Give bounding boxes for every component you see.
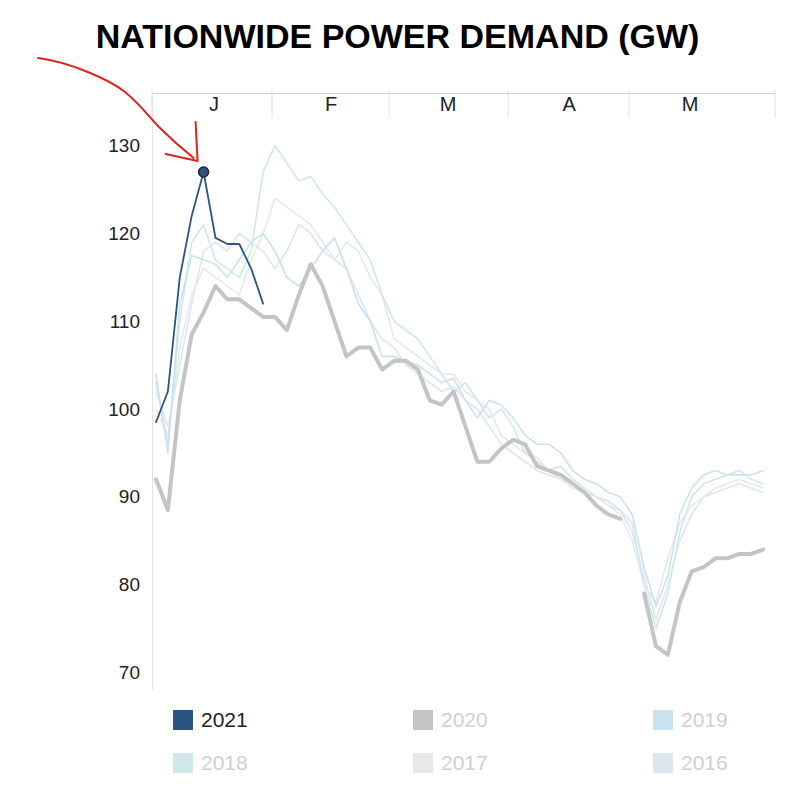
y-tick: 110 bbox=[110, 311, 152, 332]
y-axis-line bbox=[152, 94, 153, 691]
legend-swatch bbox=[653, 710, 673, 730]
legend-swatch bbox=[413, 710, 433, 730]
legend-item: 2021 bbox=[173, 708, 248, 731]
x-tick: F bbox=[325, 93, 337, 115]
legend-swatch bbox=[653, 753, 673, 773]
x-tick-label: J bbox=[209, 93, 219, 115]
month-header bbox=[152, 90, 775, 118]
x-tick: J bbox=[209, 93, 219, 115]
legend-swatch bbox=[413, 753, 433, 773]
x-tick-label: M bbox=[682, 93, 699, 115]
x-tick-label: M bbox=[440, 93, 457, 115]
month-separator bbox=[389, 90, 390, 118]
y-tick-label: 70 bbox=[119, 662, 140, 683]
y-tick: 100 bbox=[108, 399, 152, 420]
series-line bbox=[156, 225, 763, 620]
annotation-arrow bbox=[38, 58, 198, 161]
legend-label: 2020 bbox=[441, 708, 488, 731]
legend-item: 2020 bbox=[413, 708, 488, 731]
arrow-shaft bbox=[38, 58, 194, 158]
y-tick-label: 90 bbox=[119, 486, 140, 507]
legend-label: 2019 bbox=[681, 708, 728, 731]
plot-area bbox=[156, 146, 763, 655]
legend-swatch bbox=[173, 753, 193, 773]
y-tick-label: 100 bbox=[108, 399, 140, 420]
series-line bbox=[156, 233, 763, 606]
series-line bbox=[156, 172, 263, 422]
legend: 2021 2020 2019 2018 2017 2016 bbox=[173, 708, 728, 774]
legend-item: 2018 bbox=[173, 751, 248, 774]
y-tick-label: 110 bbox=[110, 311, 140, 332]
y-tick: 70 bbox=[119, 662, 152, 683]
legend-label: 2017 bbox=[441, 751, 488, 774]
month-separator bbox=[508, 90, 509, 118]
y-tick: 120 bbox=[108, 223, 152, 244]
legend-swatch bbox=[173, 710, 193, 730]
x-tick: M bbox=[440, 93, 457, 115]
y-tick-label: 80 bbox=[119, 574, 140, 595]
month-separator bbox=[629, 90, 630, 118]
y-tick-label: 120 bbox=[108, 223, 140, 244]
legend-item: 2019 bbox=[653, 708, 728, 731]
x-axis: JFMAM bbox=[153, 93, 776, 115]
arrow-head bbox=[166, 122, 198, 161]
chart-root: NATIONWIDE POWER DEMAND (GW) J F M A M 70 80 90 1… bbox=[0, 0, 795, 795]
y-tick: 80 bbox=[119, 574, 152, 595]
x-tick: M bbox=[682, 93, 699, 115]
series-line bbox=[156, 264, 763, 655]
x-tick-label: F bbox=[325, 93, 337, 115]
y-tick: 90 bbox=[119, 486, 152, 507]
legend-label: 2016 bbox=[681, 751, 728, 774]
series-line bbox=[156, 146, 763, 629]
peak-point bbox=[199, 167, 209, 177]
x-tick-label: A bbox=[562, 93, 576, 115]
legend-label: 2021 bbox=[201, 708, 248, 731]
legend-item: 2016 bbox=[653, 751, 728, 774]
legend-item: 2017 bbox=[413, 751, 488, 774]
x-tick: A bbox=[562, 93, 576, 115]
y-axis: 70 80 90 100 110 120 130 bbox=[108, 94, 152, 691]
legend-label: 2018 bbox=[201, 751, 248, 774]
y-tick-label: 130 bbox=[108, 135, 140, 156]
y-tick: 130 bbox=[108, 135, 152, 156]
title: NATIONWIDE POWER DEMAND (GW) bbox=[96, 17, 700, 55]
month-separator bbox=[775, 90, 776, 118]
month-separator bbox=[272, 90, 273, 118]
